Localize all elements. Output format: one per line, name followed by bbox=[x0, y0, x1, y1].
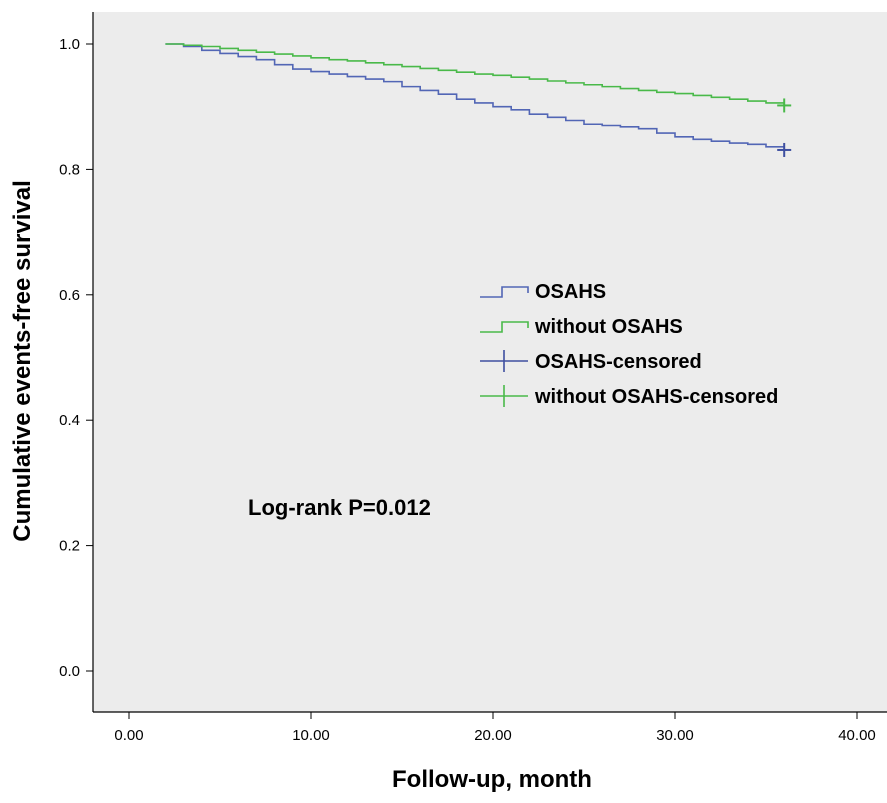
censored-marker-without-osahs bbox=[777, 98, 792, 113]
legend-item: without OSAHS bbox=[480, 316, 683, 338]
y-tick-label: 0.4 bbox=[59, 412, 80, 429]
y-tick-label: 0.2 bbox=[59, 538, 80, 555]
legend-item: OSAHS bbox=[480, 281, 606, 303]
legend-label: OSAHS-censored bbox=[535, 351, 702, 373]
legend-swatch-step bbox=[480, 321, 529, 333]
x-axis-title: Follow-up, month bbox=[392, 766, 592, 793]
legend-label: OSAHS bbox=[535, 281, 606, 303]
y-tick-label: 0.8 bbox=[59, 161, 80, 178]
plot-area bbox=[93, 12, 887, 712]
legend-label: without OSAHS bbox=[534, 316, 683, 338]
legend-item: OSAHS-censored bbox=[480, 350, 702, 373]
y-tick-label: 0.0 bbox=[59, 663, 80, 680]
annotation-logrank: Log-rank P=0.012 bbox=[248, 495, 431, 520]
y-axis-title: Cumulative events-free survival bbox=[9, 180, 36, 542]
legend-swatch-step bbox=[480, 286, 529, 298]
survival-curve-osahs bbox=[165, 43, 785, 150]
y-tick-label: 0.6 bbox=[59, 287, 80, 304]
censored-marker-osahs bbox=[777, 142, 792, 157]
y-tick-label: 1.0 bbox=[59, 36, 80, 53]
x-tick-label: 10.00 bbox=[292, 727, 330, 744]
survival-curve-without-osahs bbox=[165, 43, 785, 106]
x-tick-label: 40.00 bbox=[838, 727, 876, 744]
x-tick-label: 20.00 bbox=[474, 727, 512, 744]
x-tick-label: 0.00 bbox=[114, 727, 143, 744]
legend-item: without OSAHS-censored bbox=[480, 385, 778, 408]
x-tick-label: 30.00 bbox=[656, 727, 694, 744]
legend-label: without OSAHS-censored bbox=[534, 386, 778, 408]
